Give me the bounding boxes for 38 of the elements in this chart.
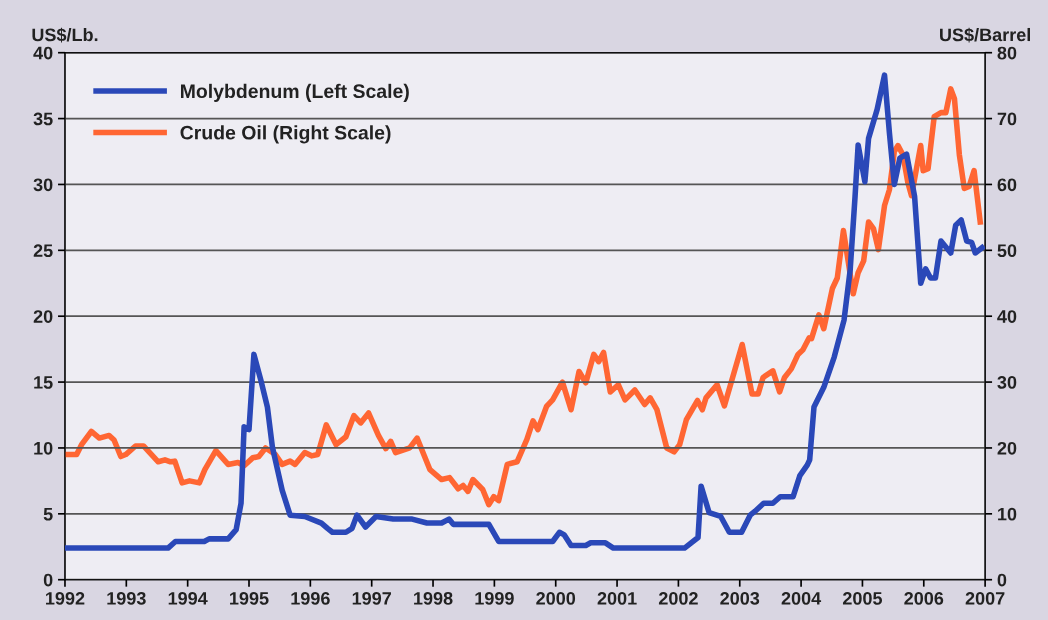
x-tick-label: 2006 — [904, 591, 944, 605]
x-tick-label: 1998 — [414, 591, 453, 605]
x-tick-label: 2004 — [781, 591, 822, 605]
y-tick-label: 35 — [33, 112, 53, 126]
y2-tick-label: 50 — [997, 244, 1017, 258]
x-tick-label: 1999 — [475, 591, 514, 605]
x-tick-label: 2001 — [597, 591, 637, 605]
y-tick-label: 5 — [43, 507, 53, 521]
x-tick-label: 2005 — [842, 591, 883, 605]
y2-axis-title: US$/Barrel — [940, 27, 1031, 43]
y2-tick-label: 20 — [997, 441, 1017, 455]
y-tick-label: 40 — [33, 46, 53, 60]
y2-tick-label: 80 — [997, 46, 1017, 60]
x-tick-label: 1996 — [291, 591, 330, 605]
x-tick-label: 2007 — [965, 591, 1005, 605]
x-tick-label: 2000 — [536, 591, 576, 605]
x-tick-label: 2002 — [658, 591, 698, 605]
y2-tick-label: 0 — [997, 573, 1007, 587]
legend-label: Crude Oil (Right Scale) — [180, 125, 391, 144]
x-tick-label: 1993 — [107, 591, 146, 605]
y-tick-label: 30 — [33, 178, 53, 192]
y-tick-label: 15 — [34, 376, 53, 389]
legend-label: Molybdenum (Left Scale) — [181, 83, 409, 102]
y-tick-label: 20 — [33, 310, 53, 323]
y-axis-title: US$/Lb. — [32, 27, 98, 43]
y-tick-label: 25 — [33, 244, 53, 258]
y-tick-label: 10 — [34, 441, 53, 455]
y2-tick-label: 70 — [997, 112, 1017, 126]
x-tick-label: 1995 — [230, 591, 269, 605]
y2-tick-label: 10 — [998, 507, 1017, 521]
x-tick-label: 1997 — [352, 591, 391, 605]
y-tick-label: 0 — [43, 573, 53, 587]
y2-tick-label: 40 — [997, 310, 1017, 323]
y2-tick-label: 60 — [997, 178, 1017, 192]
y2-tick-label: 30 — [997, 376, 1017, 389]
x-tick-label: 1994 — [168, 591, 208, 605]
x-tick-label: 1992 — [46, 591, 85, 605]
x-tick-label: 2003 — [720, 591, 760, 605]
